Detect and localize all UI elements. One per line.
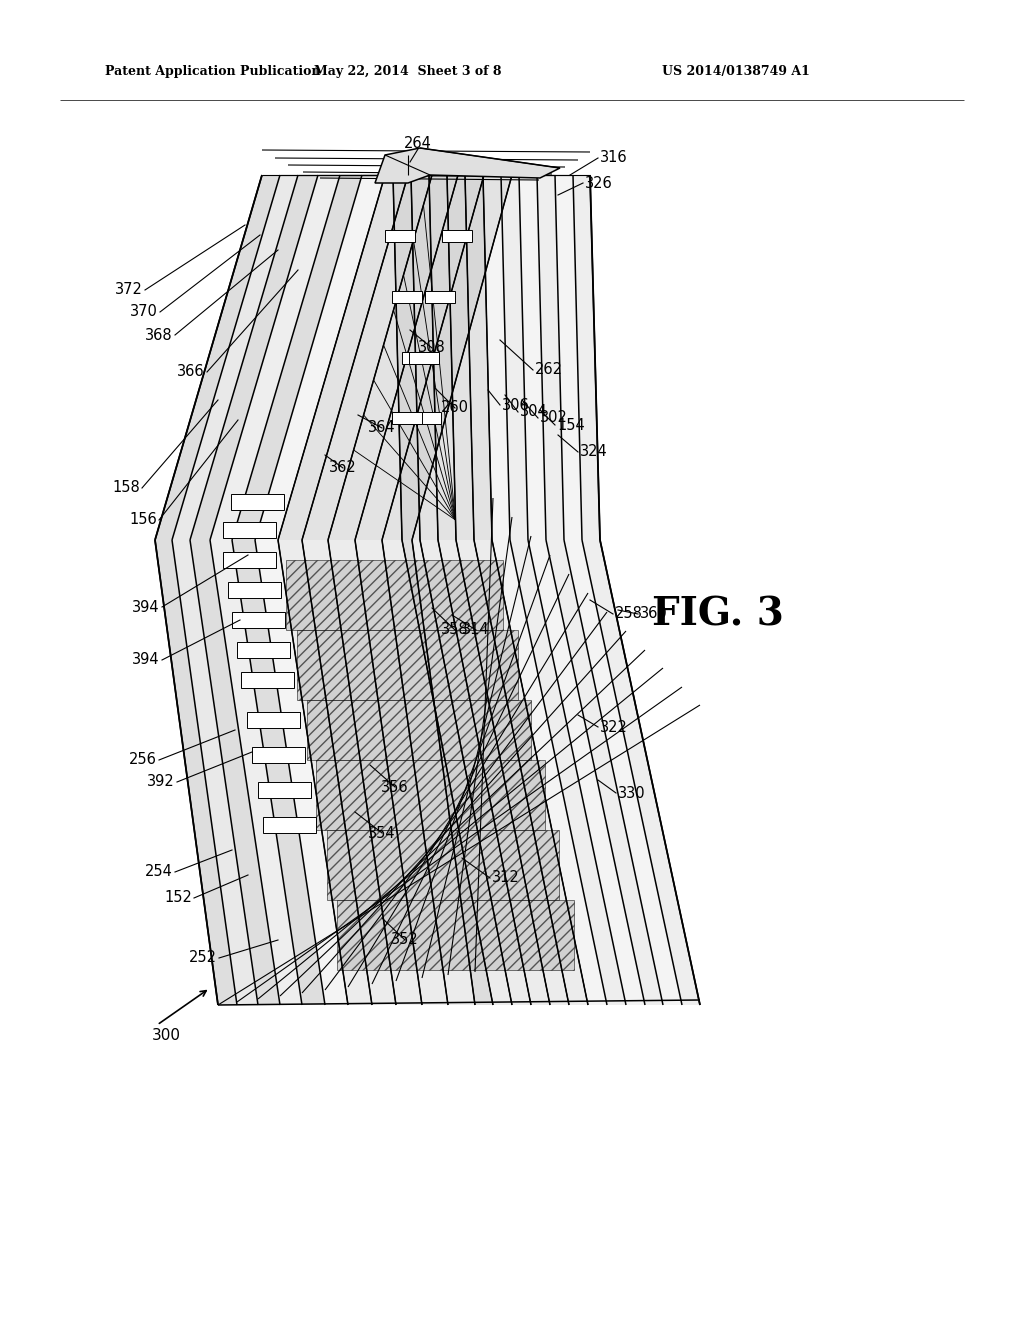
Polygon shape	[159, 176, 700, 1005]
Text: 304: 304	[520, 404, 548, 420]
Polygon shape	[316, 760, 545, 830]
Text: 158: 158	[113, 480, 140, 495]
Polygon shape	[510, 540, 626, 1005]
Polygon shape	[247, 711, 300, 729]
Text: 326: 326	[585, 176, 612, 190]
Polygon shape	[255, 176, 385, 540]
Polygon shape	[237, 642, 290, 657]
Polygon shape	[232, 612, 285, 628]
Polygon shape	[263, 817, 315, 833]
Polygon shape	[409, 351, 438, 363]
Text: 260: 260	[441, 400, 469, 416]
Text: 360: 360	[640, 606, 668, 622]
Text: 372: 372	[115, 282, 143, 297]
Text: 256: 256	[129, 752, 157, 767]
Polygon shape	[441, 230, 471, 242]
Text: 358: 358	[441, 623, 469, 638]
Polygon shape	[155, 540, 237, 1005]
Text: 314: 314	[462, 623, 489, 638]
Text: 258: 258	[615, 606, 643, 622]
Polygon shape	[338, 900, 573, 970]
Polygon shape	[172, 540, 258, 1005]
Text: 300: 300	[152, 1027, 181, 1043]
Polygon shape	[402, 540, 493, 1005]
Text: May 22, 2014  Sheet 3 of 8: May 22, 2014 Sheet 3 of 8	[314, 66, 502, 78]
Text: 370: 370	[130, 305, 158, 319]
Text: 306: 306	[502, 397, 529, 412]
Polygon shape	[252, 747, 305, 763]
Polygon shape	[393, 176, 512, 540]
Text: 354: 354	[369, 825, 396, 841]
Text: 262: 262	[535, 363, 563, 378]
Text: 308: 308	[418, 341, 445, 355]
Polygon shape	[258, 781, 310, 799]
Text: 322: 322	[600, 719, 628, 734]
Polygon shape	[385, 230, 416, 242]
Polygon shape	[297, 630, 518, 700]
Text: 394: 394	[132, 652, 160, 668]
Polygon shape	[155, 176, 280, 540]
Text: 352: 352	[391, 932, 419, 948]
Polygon shape	[411, 412, 441, 424]
Polygon shape	[287, 560, 504, 630]
Text: 362: 362	[329, 461, 357, 475]
Polygon shape	[223, 521, 275, 539]
Polygon shape	[232, 176, 362, 540]
Polygon shape	[278, 540, 588, 1005]
Text: 368: 368	[145, 327, 173, 342]
Polygon shape	[255, 540, 348, 1005]
Text: FIG. 3: FIG. 3	[652, 597, 784, 634]
Text: Patent Application Publication: Patent Application Publication	[105, 66, 321, 78]
Polygon shape	[306, 700, 531, 760]
Text: 252: 252	[189, 950, 217, 965]
Polygon shape	[172, 176, 298, 540]
Text: 330: 330	[618, 785, 645, 800]
Text: 156: 156	[129, 512, 157, 528]
Text: 394: 394	[132, 599, 160, 615]
Polygon shape	[392, 412, 422, 424]
Polygon shape	[555, 176, 582, 540]
Text: 312: 312	[492, 870, 520, 886]
Text: 264: 264	[404, 136, 432, 150]
Polygon shape	[519, 176, 546, 540]
Text: 366: 366	[177, 364, 205, 380]
Polygon shape	[327, 830, 559, 900]
Text: 152: 152	[164, 891, 193, 906]
Polygon shape	[501, 176, 528, 540]
Polygon shape	[564, 540, 682, 1005]
Polygon shape	[492, 540, 607, 1005]
Text: 254: 254	[145, 865, 173, 879]
Text: 302: 302	[540, 411, 568, 425]
Text: 364: 364	[369, 421, 396, 436]
Polygon shape	[483, 176, 510, 540]
Text: 356: 356	[381, 780, 409, 795]
Polygon shape	[210, 540, 302, 1005]
Polygon shape	[190, 540, 280, 1005]
Polygon shape	[375, 148, 560, 183]
Text: 154: 154	[557, 417, 585, 433]
Polygon shape	[392, 290, 422, 302]
Polygon shape	[278, 176, 492, 540]
Text: 324: 324	[580, 445, 608, 459]
Polygon shape	[231, 494, 284, 510]
Polygon shape	[210, 176, 340, 540]
Polygon shape	[232, 540, 325, 1005]
Text: 316: 316	[600, 150, 628, 165]
Polygon shape	[546, 540, 663, 1005]
Polygon shape	[223, 552, 276, 568]
Polygon shape	[401, 351, 431, 363]
Text: US 2014/0138749 A1: US 2014/0138749 A1	[663, 66, 810, 78]
Polygon shape	[190, 176, 318, 540]
Polygon shape	[241, 672, 294, 688]
Polygon shape	[537, 176, 564, 540]
Text: 392: 392	[147, 775, 175, 789]
Polygon shape	[227, 582, 281, 598]
Polygon shape	[425, 290, 455, 302]
Polygon shape	[582, 540, 700, 1005]
Polygon shape	[573, 176, 600, 540]
Polygon shape	[528, 540, 645, 1005]
